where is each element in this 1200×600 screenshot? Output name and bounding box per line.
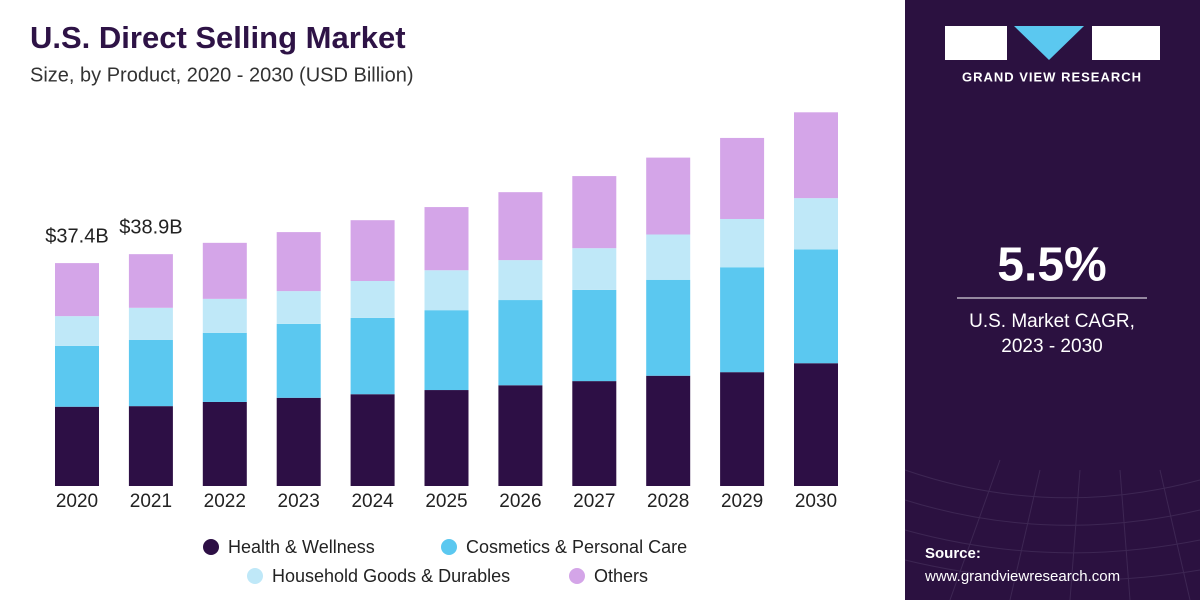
bar-segment: [128, 307, 173, 340]
bar-segment: [794, 198, 838, 250]
x-tick-label: 2020: [56, 491, 98, 512]
brand-logo: [945, 26, 1160, 60]
x-tick-label: 2027: [573, 491, 615, 512]
bar-segment: [55, 345, 99, 407]
legend-marker: [203, 539, 219, 555]
bar-segment: [720, 218, 765, 268]
legend-marker: [247, 568, 263, 584]
bar-segment: [128, 339, 173, 407]
bar-segment: [498, 385, 543, 486]
bar-segment: [55, 316, 99, 346]
bar-segment: [572, 381, 617, 486]
bar-segment: [128, 406, 173, 486]
cagr-label: 2023 - 2030: [1001, 336, 1102, 357]
x-tick-label: 2023: [278, 491, 320, 512]
bar-segment: [572, 248, 617, 290]
bar-segment: [720, 372, 765, 486]
logo-triangle: [1014, 26, 1084, 60]
x-tick-label: 2021: [130, 491, 172, 512]
legend-label: Cosmetics & Personal Care: [466, 537, 687, 557]
bar-segment: [202, 401, 247, 486]
bar-segment: [424, 310, 469, 391]
source-url: www.grandviewresearch.com: [924, 568, 1120, 585]
cagr-value: 5.5%: [997, 239, 1106, 292]
side-panel: [905, 0, 1200, 600]
legend-marker: [441, 539, 457, 555]
bar-segment: [424, 270, 469, 311]
bar-segment: [276, 397, 321, 486]
bar-segment: [794, 249, 838, 364]
legend-label: Others: [594, 566, 648, 586]
bar-segment: [276, 291, 321, 324]
x-tick-label: 2022: [204, 491, 246, 512]
bar-segment: [350, 394, 395, 486]
bar-segment: [55, 406, 99, 486]
bar-segment: [572, 289, 617, 382]
bar-segment: [202, 332, 247, 402]
x-tick-label: 2026: [499, 491, 541, 512]
bar-segment: [498, 192, 543, 261]
bar-segment: [276, 323, 321, 398]
bar-segment: [646, 375, 691, 486]
bar-segment: [350, 317, 395, 395]
bar-segment: [794, 363, 838, 486]
legend-marker: [569, 568, 585, 584]
bar-segment: [720, 267, 765, 373]
chart-subtitle: Size, by Product, 2020 - 2030 (USD Billi…: [30, 64, 414, 86]
x-tick-label: 2025: [425, 491, 467, 512]
logo-block: [1092, 26, 1160, 60]
x-tick-label: 2024: [351, 491, 394, 512]
bar-segment: [646, 279, 691, 376]
legend-label: Health & Wellness: [228, 537, 375, 557]
bar-segment: [498, 260, 543, 301]
total-label: $37.4B: [45, 225, 108, 247]
legend-label: Household Goods & Durables: [272, 566, 510, 586]
bar-segment: [350, 280, 395, 318]
bar-segment: [424, 390, 469, 486]
bar-segment: [794, 112, 838, 199]
brand-name: GRAND VIEW RESEARCH: [962, 69, 1142, 84]
chart-title: U.S. Direct Selling Market: [30, 20, 406, 55]
x-tick-label: 2028: [647, 491, 689, 512]
bar-segment: [202, 242, 247, 299]
bar-segment: [202, 298, 247, 333]
bar-segment: [720, 137, 765, 219]
bar-segment: [55, 263, 99, 317]
bar-segment: [646, 234, 691, 280]
panel-floor-grid: [904, 459, 1200, 600]
bar-segment: [646, 157, 691, 235]
logo-block: [945, 26, 1007, 60]
bar-segment: [572, 176, 617, 249]
bar-segment: [424, 207, 469, 271]
bar-segment: [350, 220, 395, 281]
bar-segment: [276, 232, 321, 292]
source-label: Source:: [925, 545, 981, 562]
x-tick-label: 2029: [721, 491, 763, 512]
cagr-label: U.S. Market CAGR,: [969, 311, 1135, 332]
bar-segment: [498, 300, 543, 386]
x-tick-label: 2030: [795, 491, 837, 512]
bar-segment: [128, 254, 173, 308]
total-label: $38.9B: [119, 216, 182, 238]
